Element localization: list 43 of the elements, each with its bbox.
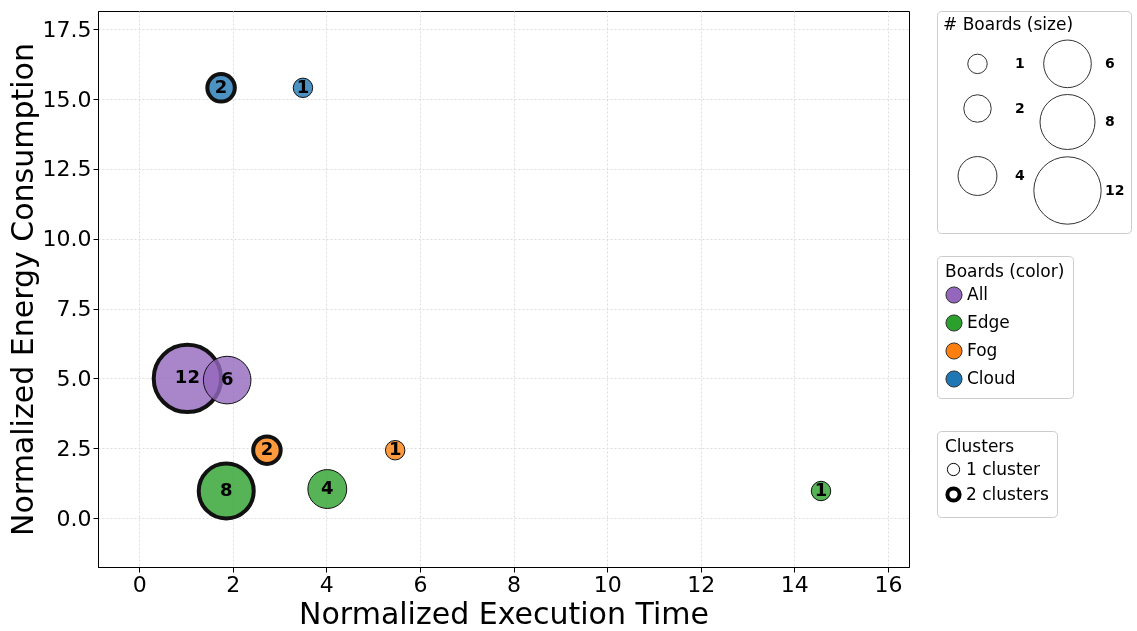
y-tick-label: 12.5	[42, 156, 92, 182]
x-tick-label: 2	[226, 571, 241, 597]
x-tick-label: 0	[132, 571, 147, 597]
y-axis-title: Normalized Energy Consumption	[4, 43, 40, 536]
y-tick-label: 15.0	[42, 86, 92, 112]
text: # Boards (size)	[943, 14, 1074, 34]
text: 1 cluster	[966, 458, 1041, 479]
x-tick-label: 16	[874, 571, 903, 597]
legend-label: Edge	[967, 312, 1010, 332]
data-label: 2	[214, 75, 228, 97]
legend-label: 12	[1105, 181, 1125, 198]
legend-label: Fog	[967, 340, 998, 360]
y-tick-label: 5.0	[56, 365, 92, 391]
data-label: 1	[814, 479, 828, 500]
data-label: 12	[174, 366, 200, 388]
legend-label: Cloud	[967, 368, 1016, 388]
x-tick-label: 14	[780, 571, 809, 597]
legend-label: 6	[1105, 54, 1115, 71]
data-label: 8	[219, 479, 233, 500]
data-label: 2	[260, 438, 274, 460]
x-axis-title: Normalized Execution Time	[299, 595, 709, 631]
data-label: 6	[220, 368, 234, 390]
y-tick-label: 7.5	[56, 296, 92, 322]
x-tick-label: 4	[319, 571, 334, 597]
legend-label: 1	[1015, 54, 1025, 71]
legend-label: 4	[1015, 167, 1025, 183]
legend-label: All	[967, 284, 989, 304]
y-tick-label: 2.5	[56, 435, 92, 461]
x-tick-label: 6	[413, 571, 428, 597]
x-tick-label: 10	[593, 571, 622, 597]
legend-label: 8	[1105, 113, 1115, 129]
data-label: 1	[388, 438, 402, 460]
text: 2 clusters	[966, 483, 1050, 504]
data-label: 4	[321, 477, 334, 499]
data-label: 1	[296, 75, 310, 97]
legend-label: 2	[1015, 99, 1025, 116]
legend-title: Boards (color)	[945, 261, 1065, 281]
y-tick-label: 10.0	[42, 226, 92, 252]
y-tick-label: 0.0	[56, 505, 92, 531]
text: Clusters	[945, 436, 1015, 456]
y-tick-label: 17.5	[42, 16, 92, 42]
x-tick-label: 12	[687, 571, 716, 597]
x-tick-label: 8	[507, 571, 522, 597]
